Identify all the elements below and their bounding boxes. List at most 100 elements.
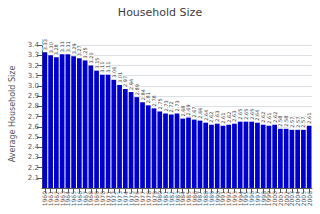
svg-text:3.15: 3.15 (93, 57, 100, 69)
svg-text:1995: 1995 (242, 191, 250, 207)
svg-text:3.1: 3.1 (28, 72, 39, 80)
svg-text:2.64: 2.64 (202, 109, 209, 121)
svg-text:2.64: 2.64 (254, 109, 261, 121)
svg-text:3.3: 3.3 (28, 51, 39, 59)
svg-text:2.97: 2.97 (122, 75, 129, 87)
svg-text:3.4: 3.4 (28, 41, 40, 49)
svg-text:2.84: 2.84 (139, 89, 146, 101)
svg-text:1978: 1978 (144, 191, 152, 207)
svg-text:2000: 2000 (271, 191, 279, 207)
svg-text:2.61: 2.61 (306, 113, 312, 124)
svg-text:1989: 1989 (208, 191, 215, 207)
svg-text:3.28: 3.28 (53, 44, 60, 56)
svg-text:3.06: 3.06 (110, 66, 117, 78)
svg-text:1999: 1999 (265, 191, 273, 207)
svg-text:2.89: 2.89 (133, 84, 140, 96)
svg-text:3.20: 3.20 (87, 52, 94, 64)
svg-text:2.63: 2.63 (214, 110, 221, 122)
svg-text:1973: 1973 (116, 191, 124, 207)
svg-text:2.73: 2.73 (162, 100, 169, 112)
svg-text:1998: 1998 (259, 191, 267, 207)
svg-text:2.8: 2.8 (28, 102, 39, 110)
svg-text:1987: 1987 (196, 191, 204, 207)
svg-text:2.62: 2.62 (208, 111, 215, 123)
svg-text:2.61: 2.61 (265, 112, 272, 124)
svg-text:3.11: 3.11 (99, 61, 106, 73)
svg-text:1990: 1990 (213, 191, 221, 207)
svg-text:Average Household Size: Average Household Size (8, 66, 17, 163)
svg-text:1988: 1988 (202, 191, 210, 207)
svg-text:1977: 1977 (139, 191, 146, 207)
svg-text:2.1: 2.1 (28, 174, 39, 182)
svg-text:2.63: 2.63 (231, 110, 238, 122)
svg-text:1967: 1967 (81, 191, 89, 207)
svg-text:2002: 2002 (282, 191, 290, 207)
svg-text:2.69: 2.69 (185, 104, 192, 116)
svg-text:1992: 1992 (225, 191, 233, 207)
svg-text:3.31: 3.31 (64, 41, 71, 53)
svg-text:2.62: 2.62 (260, 111, 267, 123)
svg-text:1981: 1981 (162, 191, 169, 207)
svg-text:1971: 1971 (104, 191, 112, 207)
svg-text:2.3: 2.3 (28, 153, 39, 161)
svg-text:2004: 2004 (294, 191, 302, 207)
svg-text:1962: 1962 (52, 191, 60, 207)
svg-text:2.65: 2.65 (237, 108, 244, 120)
svg-text:2.68: 2.68 (179, 105, 186, 117)
svg-text:2003: 2003 (288, 191, 296, 207)
svg-text:3.0: 3.0 (28, 82, 39, 90)
svg-text:1972: 1972 (110, 191, 118, 207)
svg-text:2.6: 2.6 (28, 123, 40, 131)
svg-text:3.2: 3.2 (28, 62, 39, 70)
svg-text:1986: 1986 (190, 191, 198, 207)
svg-text:1960: 1960 (41, 191, 49, 207)
svg-text:1970: 1970 (98, 191, 106, 207)
svg-text:1976: 1976 (133, 191, 141, 207)
svg-text:2.72: 2.72 (168, 101, 175, 113)
svg-text:1965: 1965 (70, 191, 78, 207)
svg-text:1994: 1994 (236, 191, 244, 207)
svg-text:1993: 1993 (230, 191, 238, 207)
svg-text:3.33: 3.33 (41, 39, 48, 51)
svg-text:1968: 1968 (87, 191, 95, 207)
svg-text:2.62: 2.62 (225, 111, 232, 123)
svg-text:3.01: 3.01 (116, 71, 123, 83)
svg-text:2.65: 2.65 (242, 108, 249, 120)
svg-text:1969: 1969 (93, 191, 101, 207)
svg-text:2.4: 2.4 (28, 143, 40, 151)
svg-text:1974: 1974 (121, 191, 129, 207)
svg-text:2.7: 2.7 (28, 113, 39, 121)
svg-text:2005: 2005 (299, 191, 307, 207)
svg-text:3.27: 3.27 (76, 45, 83, 57)
svg-text:2.67: 2.67 (191, 106, 198, 118)
svg-text:1966: 1966 (75, 191, 83, 207)
svg-text:3.25: 3.25 (82, 47, 89, 59)
svg-text:3.31: 3.31 (59, 41, 66, 53)
svg-text:1961: 1961 (47, 191, 55, 207)
svg-text:2006: 2006 (306, 191, 313, 206)
svg-text:2.75: 2.75 (156, 98, 163, 110)
svg-text:3.11: 3.11 (105, 61, 112, 73)
svg-text:1983: 1983 (173, 191, 181, 207)
svg-text:1997: 1997 (253, 191, 261, 207)
svg-text:1979: 1979 (150, 191, 158, 207)
svg-text:2.81: 2.81 (145, 92, 152, 104)
svg-text:1964: 1964 (64, 191, 72, 207)
svg-text:1975: 1975 (127, 191, 135, 207)
svg-text:2.62: 2.62 (271, 111, 278, 123)
svg-text:1980: 1980 (156, 191, 164, 207)
svg-text:1996: 1996 (248, 191, 256, 207)
svg-text:2.2: 2.2 (28, 164, 39, 172)
svg-text:Household Size: Household Size (118, 6, 203, 19)
svg-text:3.30: 3.30 (47, 42, 54, 54)
svg-text:1985: 1985 (185, 191, 192, 207)
svg-text:1984: 1984 (179, 191, 187, 207)
svg-text:1991: 1991 (219, 191, 227, 207)
svg-text:2001: 2001 (276, 191, 284, 207)
svg-text:1963: 1963 (58, 191, 66, 207)
svg-text:2.9: 2.9 (28, 92, 39, 100)
svg-text:3.29: 3.29 (70, 43, 77, 55)
svg-text:1982: 1982 (167, 191, 175, 207)
svg-text:2.5: 2.5 (28, 133, 39, 141)
svg-text:2.65: 2.65 (248, 108, 255, 120)
